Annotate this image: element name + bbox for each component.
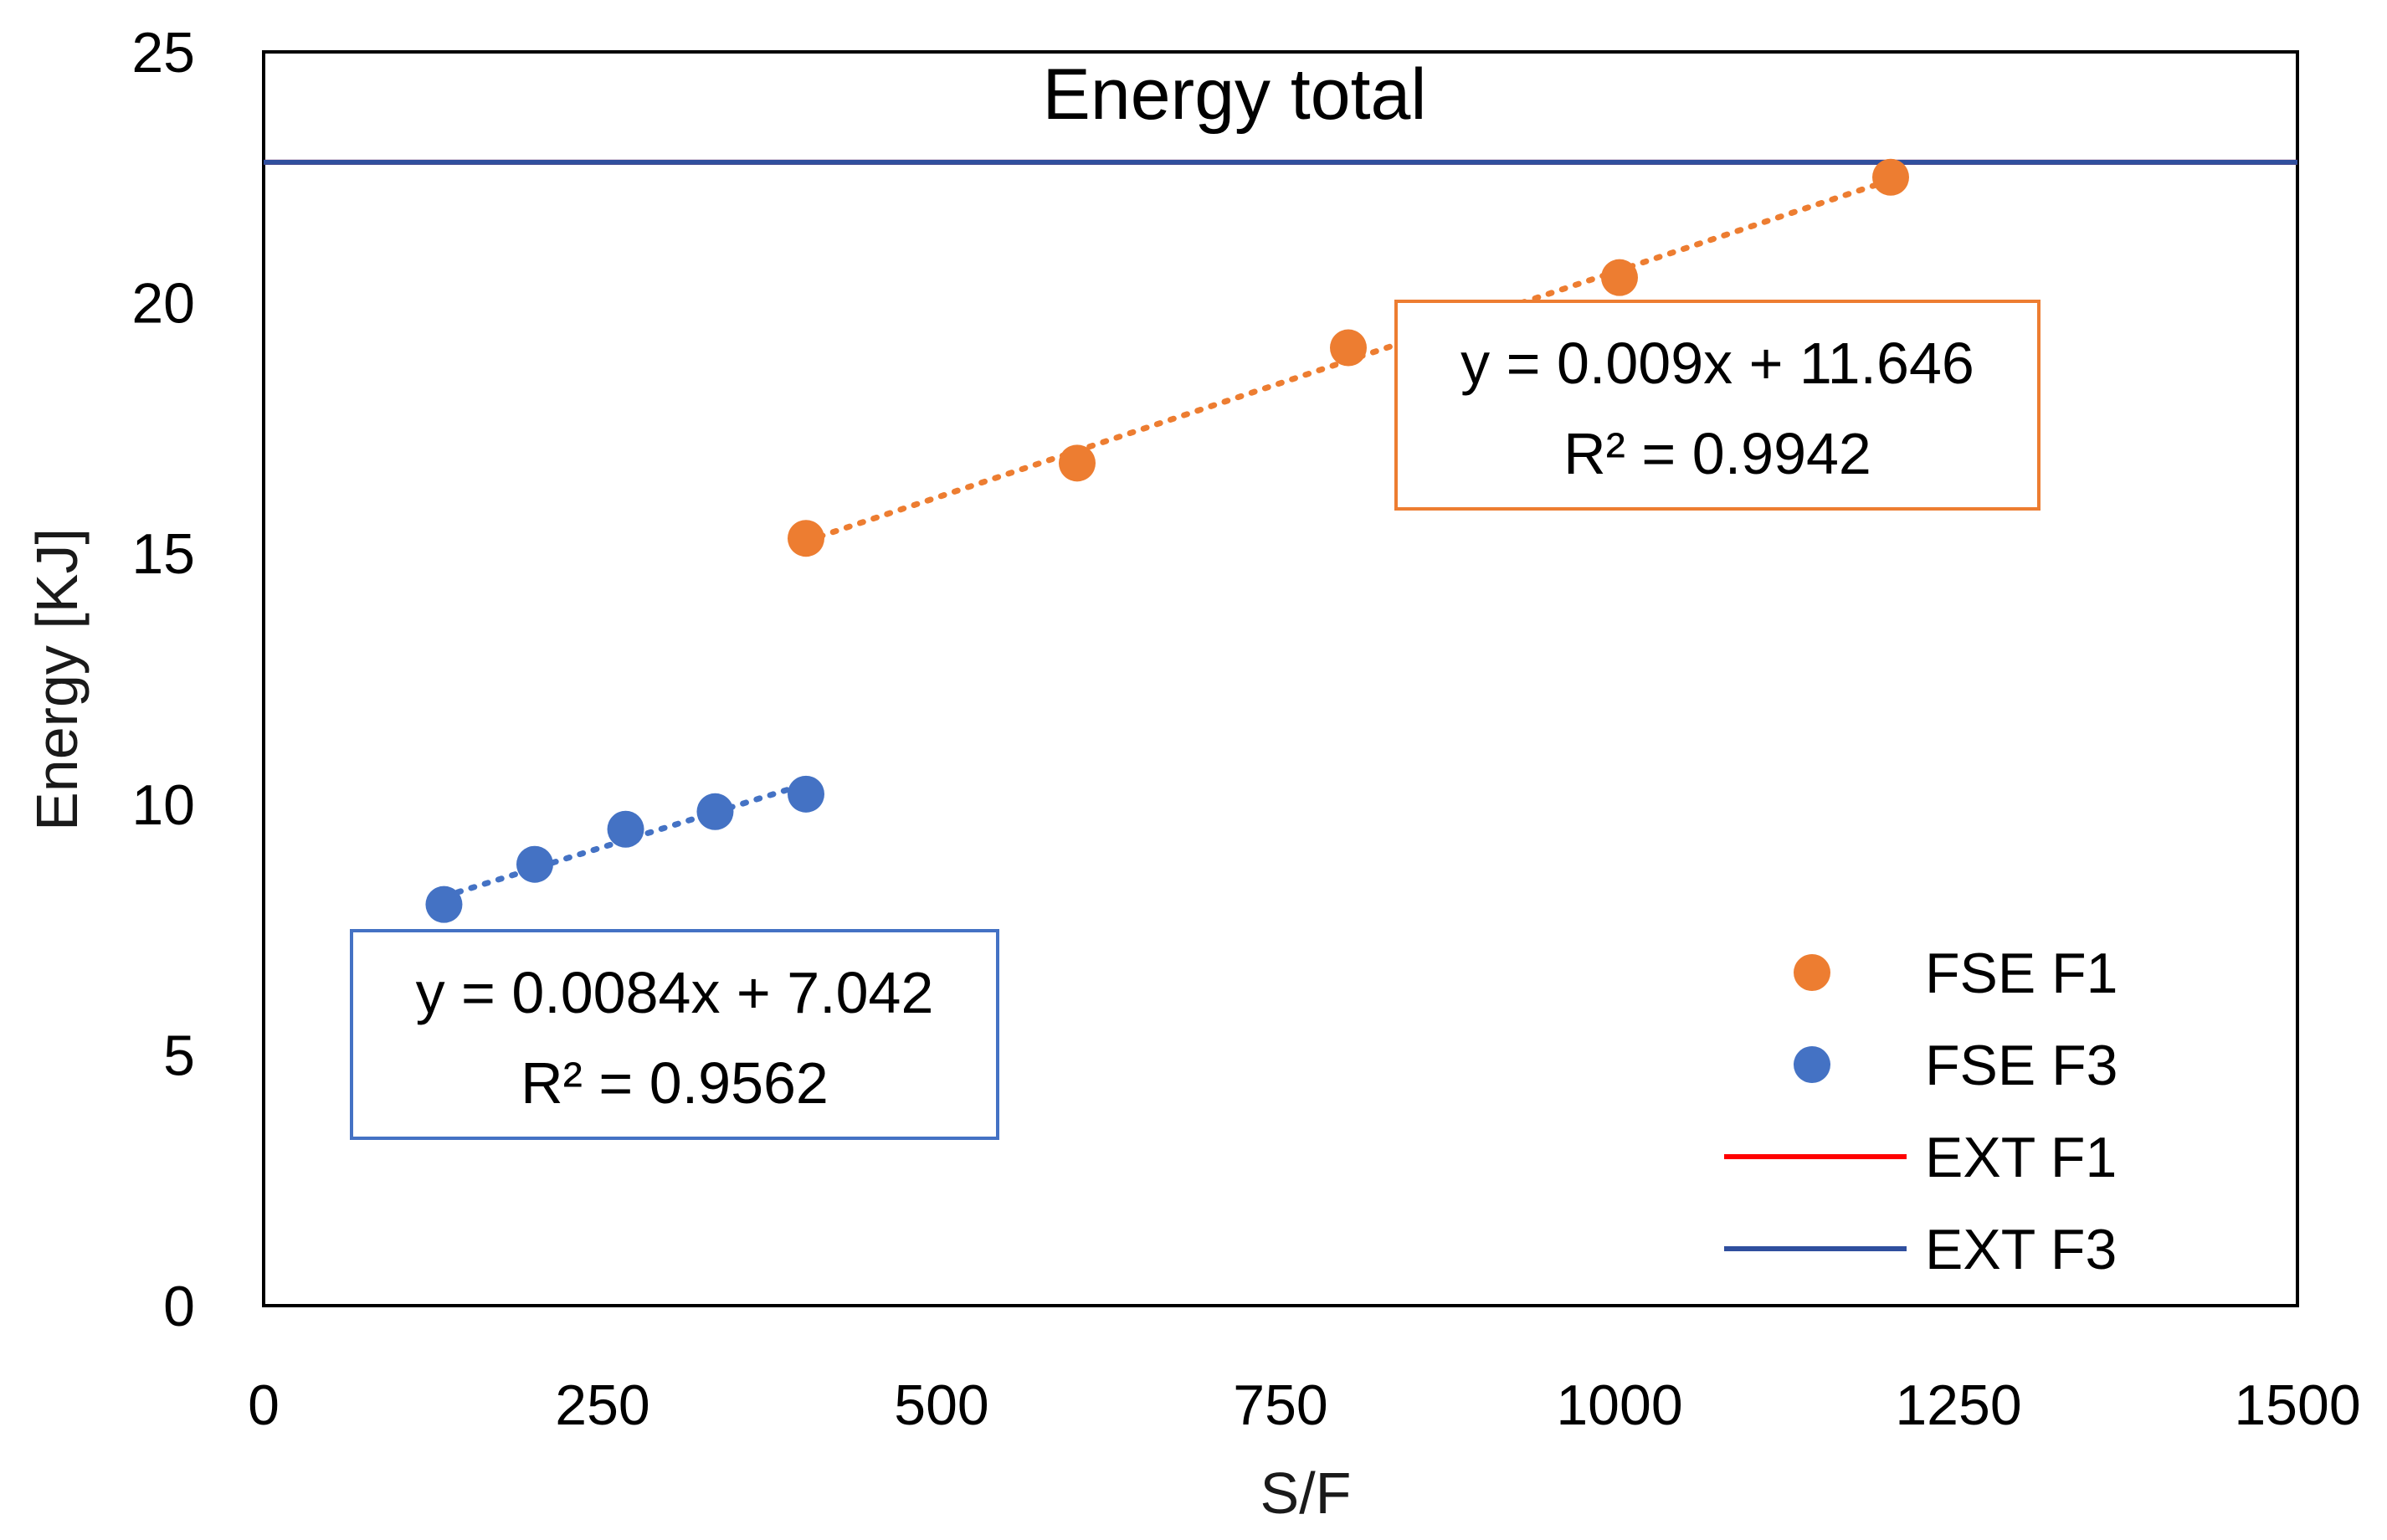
legend-marker-fse-f1 bbox=[1794, 954, 1830, 991]
x-tick-label: 750 bbox=[1233, 1373, 1327, 1437]
trendline-r2-fse-f1: R² = 0.9942 bbox=[1563, 421, 1871, 486]
data-point-fse-f1 bbox=[788, 520, 824, 557]
data-points bbox=[425, 158, 1909, 923]
x-tick-label: 1250 bbox=[1895, 1373, 2021, 1437]
data-point-fse-f3 bbox=[516, 845, 553, 883]
y-tick-label: 20 bbox=[131, 272, 195, 336]
trendline-equation-fse-f1: y = 0.009x + 11.646 bbox=[1460, 331, 1974, 396]
data-point-fse-f1 bbox=[1330, 329, 1367, 367]
y-tick-label: 5 bbox=[163, 1024, 195, 1087]
x-tick-label: 1500 bbox=[2234, 1373, 2360, 1437]
x-axis-ticks: 0 250 500 750 1000 1250 1500 bbox=[248, 1373, 2361, 1437]
data-point-fse-f3 bbox=[788, 775, 824, 813]
x-tick-label: 0 bbox=[248, 1373, 280, 1437]
legend-marker-fse-f3 bbox=[1794, 1046, 1830, 1083]
data-point-fse-f1 bbox=[1601, 259, 1638, 296]
data-point-fse-f1 bbox=[1059, 444, 1096, 482]
legend-label-fse-f3: FSE F3 bbox=[1925, 1034, 2118, 1097]
y-tick-label: 15 bbox=[131, 522, 195, 586]
x-axis-title: S/F bbox=[1260, 1460, 1352, 1526]
data-point-fse-f3 bbox=[425, 886, 463, 923]
y-tick-label: 10 bbox=[131, 773, 195, 837]
trendline-equation-box-fse-f3 bbox=[350, 929, 999, 1140]
legend-label-ext-f3: EXT F3 bbox=[1925, 1218, 2117, 1281]
y-tick-label: 25 bbox=[131, 21, 195, 85]
x-tick-label: 250 bbox=[555, 1373, 649, 1437]
legend: FSE F1 FSE F3 EXT F1 EXT F3 bbox=[1724, 942, 2118, 1281]
data-point-fse-f3 bbox=[607, 810, 644, 848]
data-point-fse-f1 bbox=[1872, 158, 1909, 196]
chart-title: Energy total bbox=[1043, 54, 1427, 135]
legend-label-fse-f1: FSE F1 bbox=[1925, 942, 2118, 1005]
y-tick-label: 0 bbox=[163, 1275, 195, 1338]
x-tick-label: 500 bbox=[894, 1373, 988, 1437]
x-tick-label: 1000 bbox=[1556, 1373, 1682, 1437]
y-axis-ticks: 0 5 10 15 20 25 bbox=[131, 21, 195, 1338]
trendline-equation-box-fse-f1 bbox=[1394, 300, 2041, 511]
data-point-fse-f3 bbox=[696, 793, 734, 830]
trendline-r2-fse-f3: R² = 0.9562 bbox=[521, 1050, 829, 1116]
trendline-equation-fse-f3: y = 0.0084x + 7.042 bbox=[416, 960, 934, 1025]
legend-label-ext-f1: EXT F1 bbox=[1925, 1126, 2117, 1189]
y-axis-title: Energy [KJ] bbox=[24, 528, 90, 831]
